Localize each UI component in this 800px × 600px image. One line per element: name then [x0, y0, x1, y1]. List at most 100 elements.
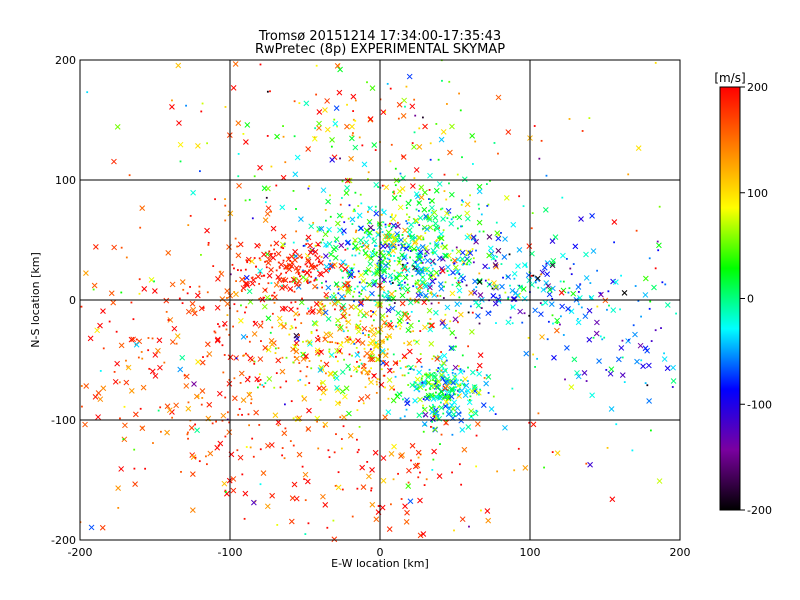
scatter-point-x: [542, 299, 549, 306]
scatter-point-dot: [351, 254, 354, 257]
scatter-point-dot: [320, 382, 322, 384]
scatter-point-x: [644, 347, 650, 354]
scatter-point-dot: [350, 375, 353, 378]
scatter-point-x: [575, 373, 582, 380]
scatter-point-dot: [125, 256, 128, 259]
scatter-point-x: [108, 290, 115, 297]
scatter-point-dot: [374, 149, 377, 151]
scatter-point-dot: [258, 298, 261, 300]
scatter-point-x: [380, 109, 387, 116]
scatter-point-dot: [234, 237, 237, 240]
scatter-point-dot: [368, 377, 370, 380]
scatter-point-dot: [463, 383, 465, 386]
scatter-point-dot: [427, 290, 429, 293]
scatter-point-x: [634, 358, 640, 365]
scatter-point-x: [490, 254, 497, 261]
scatter-point-dot: [358, 136, 361, 139]
scatter-point-dot: [328, 331, 331, 334]
scatter-point-x: [149, 368, 156, 375]
scatter-point-dot: [324, 219, 327, 222]
scatter-point-dot: [351, 223, 354, 225]
scatter-point-x: [445, 208, 452, 214]
scatter-point-x: [438, 363, 445, 370]
scatter-point-x: [434, 356, 441, 362]
scatter-point-dot: [352, 110, 355, 112]
scatter-point-dot: [315, 93, 318, 96]
scatter-point-dot: [427, 299, 430, 302]
scatter-point-dot: [224, 219, 227, 222]
scatter-point-dot: [384, 257, 386, 260]
scatter-point-dot: [403, 415, 406, 418]
scatter-point-dot: [511, 322, 514, 325]
scatter-point-dot: [390, 503, 392, 506]
scatter-point-x: [469, 132, 476, 139]
scatter-point-dot: [246, 335, 248, 338]
scatter-points: [79, 59, 677, 543]
scatter-point-dot: [459, 411, 462, 414]
scatter-point-dot: [620, 274, 622, 277]
scatter-point-dot: [423, 258, 425, 261]
scatter-point-x: [494, 230, 501, 236]
scatter-point-dot: [451, 371, 454, 374]
scatter-point-x: [417, 396, 423, 403]
scatter-point-x: [110, 299, 117, 306]
scatter-point-dot: [377, 186, 380, 188]
scatter-point-dot: [279, 386, 282, 389]
scatter-point-x: [583, 275, 590, 281]
scatter-point-x: [352, 237, 359, 244]
scatter-point-dot: [214, 198, 216, 201]
scatter-point-x: [581, 370, 588, 376]
scatter-point-x: [420, 531, 427, 537]
scatter-point-dot: [251, 217, 254, 220]
scatter-point-dot: [377, 505, 380, 507]
scatter-point-dot: [295, 230, 298, 233]
scatter-point-x: [391, 195, 398, 201]
scatter-point-dot: [369, 221, 371, 224]
scatter-point-x: [391, 443, 397, 450]
scatter-point-dot: [439, 401, 442, 404]
scatter-point-dot: [284, 322, 287, 325]
scatter-point-x: [369, 251, 376, 257]
scatter-point-x: [586, 307, 593, 314]
scatter-point-x: [539, 334, 545, 340]
scatter-point-x: [427, 224, 434, 231]
scatter-point-x: [251, 331, 258, 337]
scatter-point-dot: [409, 297, 412, 300]
scatter-point-x: [416, 357, 422, 364]
scatter-point-dot: [340, 438, 343, 440]
scatter-point-x: [273, 282, 280, 288]
scatter-point-dot: [232, 325, 234, 328]
scatter-point-x: [169, 339, 176, 345]
scatter-point-x: [486, 252, 492, 259]
scatter-point-dot: [264, 288, 267, 291]
scatter-point-dot: [262, 296, 265, 299]
scatter-point-x: [397, 204, 404, 211]
scatter-point-dot: [494, 284, 497, 287]
scatter-point-dot: [309, 280, 312, 283]
scatter-point-dot: [534, 366, 536, 368]
scatter-point-dot: [437, 236, 439, 239]
scatter-point-x: [246, 288, 253, 295]
scatter-point-dot: [138, 278, 141, 281]
scatter-point-dot: [436, 294, 439, 297]
scatter-point-x: [396, 317, 403, 324]
scatter-point-dot: [259, 383, 262, 386]
scatter-point-x: [441, 394, 448, 400]
scatter-point-dot: [457, 281, 460, 284]
scatter-point-dot: [440, 389, 443, 392]
scatter-point-x: [367, 116, 374, 122]
scatter-point-x: [344, 185, 350, 191]
scatter-point-dot: [355, 326, 358, 328]
scatter-point-dot: [147, 337, 150, 339]
scatter-point-x: [515, 263, 521, 270]
scatter-point-dot: [465, 254, 468, 256]
scatter-point-x: [275, 357, 282, 364]
scatter-point-dot: [390, 320, 393, 323]
scatter-point-x: [402, 503, 408, 510]
scatter-point-dot: [412, 285, 415, 288]
scatter-point-dot: [475, 249, 477, 252]
scatter-point-dot: [424, 389, 427, 391]
scatter-point-x: [495, 296, 502, 303]
scatter-point-x: [301, 396, 308, 402]
scatter-point-x: [273, 240, 280, 247]
